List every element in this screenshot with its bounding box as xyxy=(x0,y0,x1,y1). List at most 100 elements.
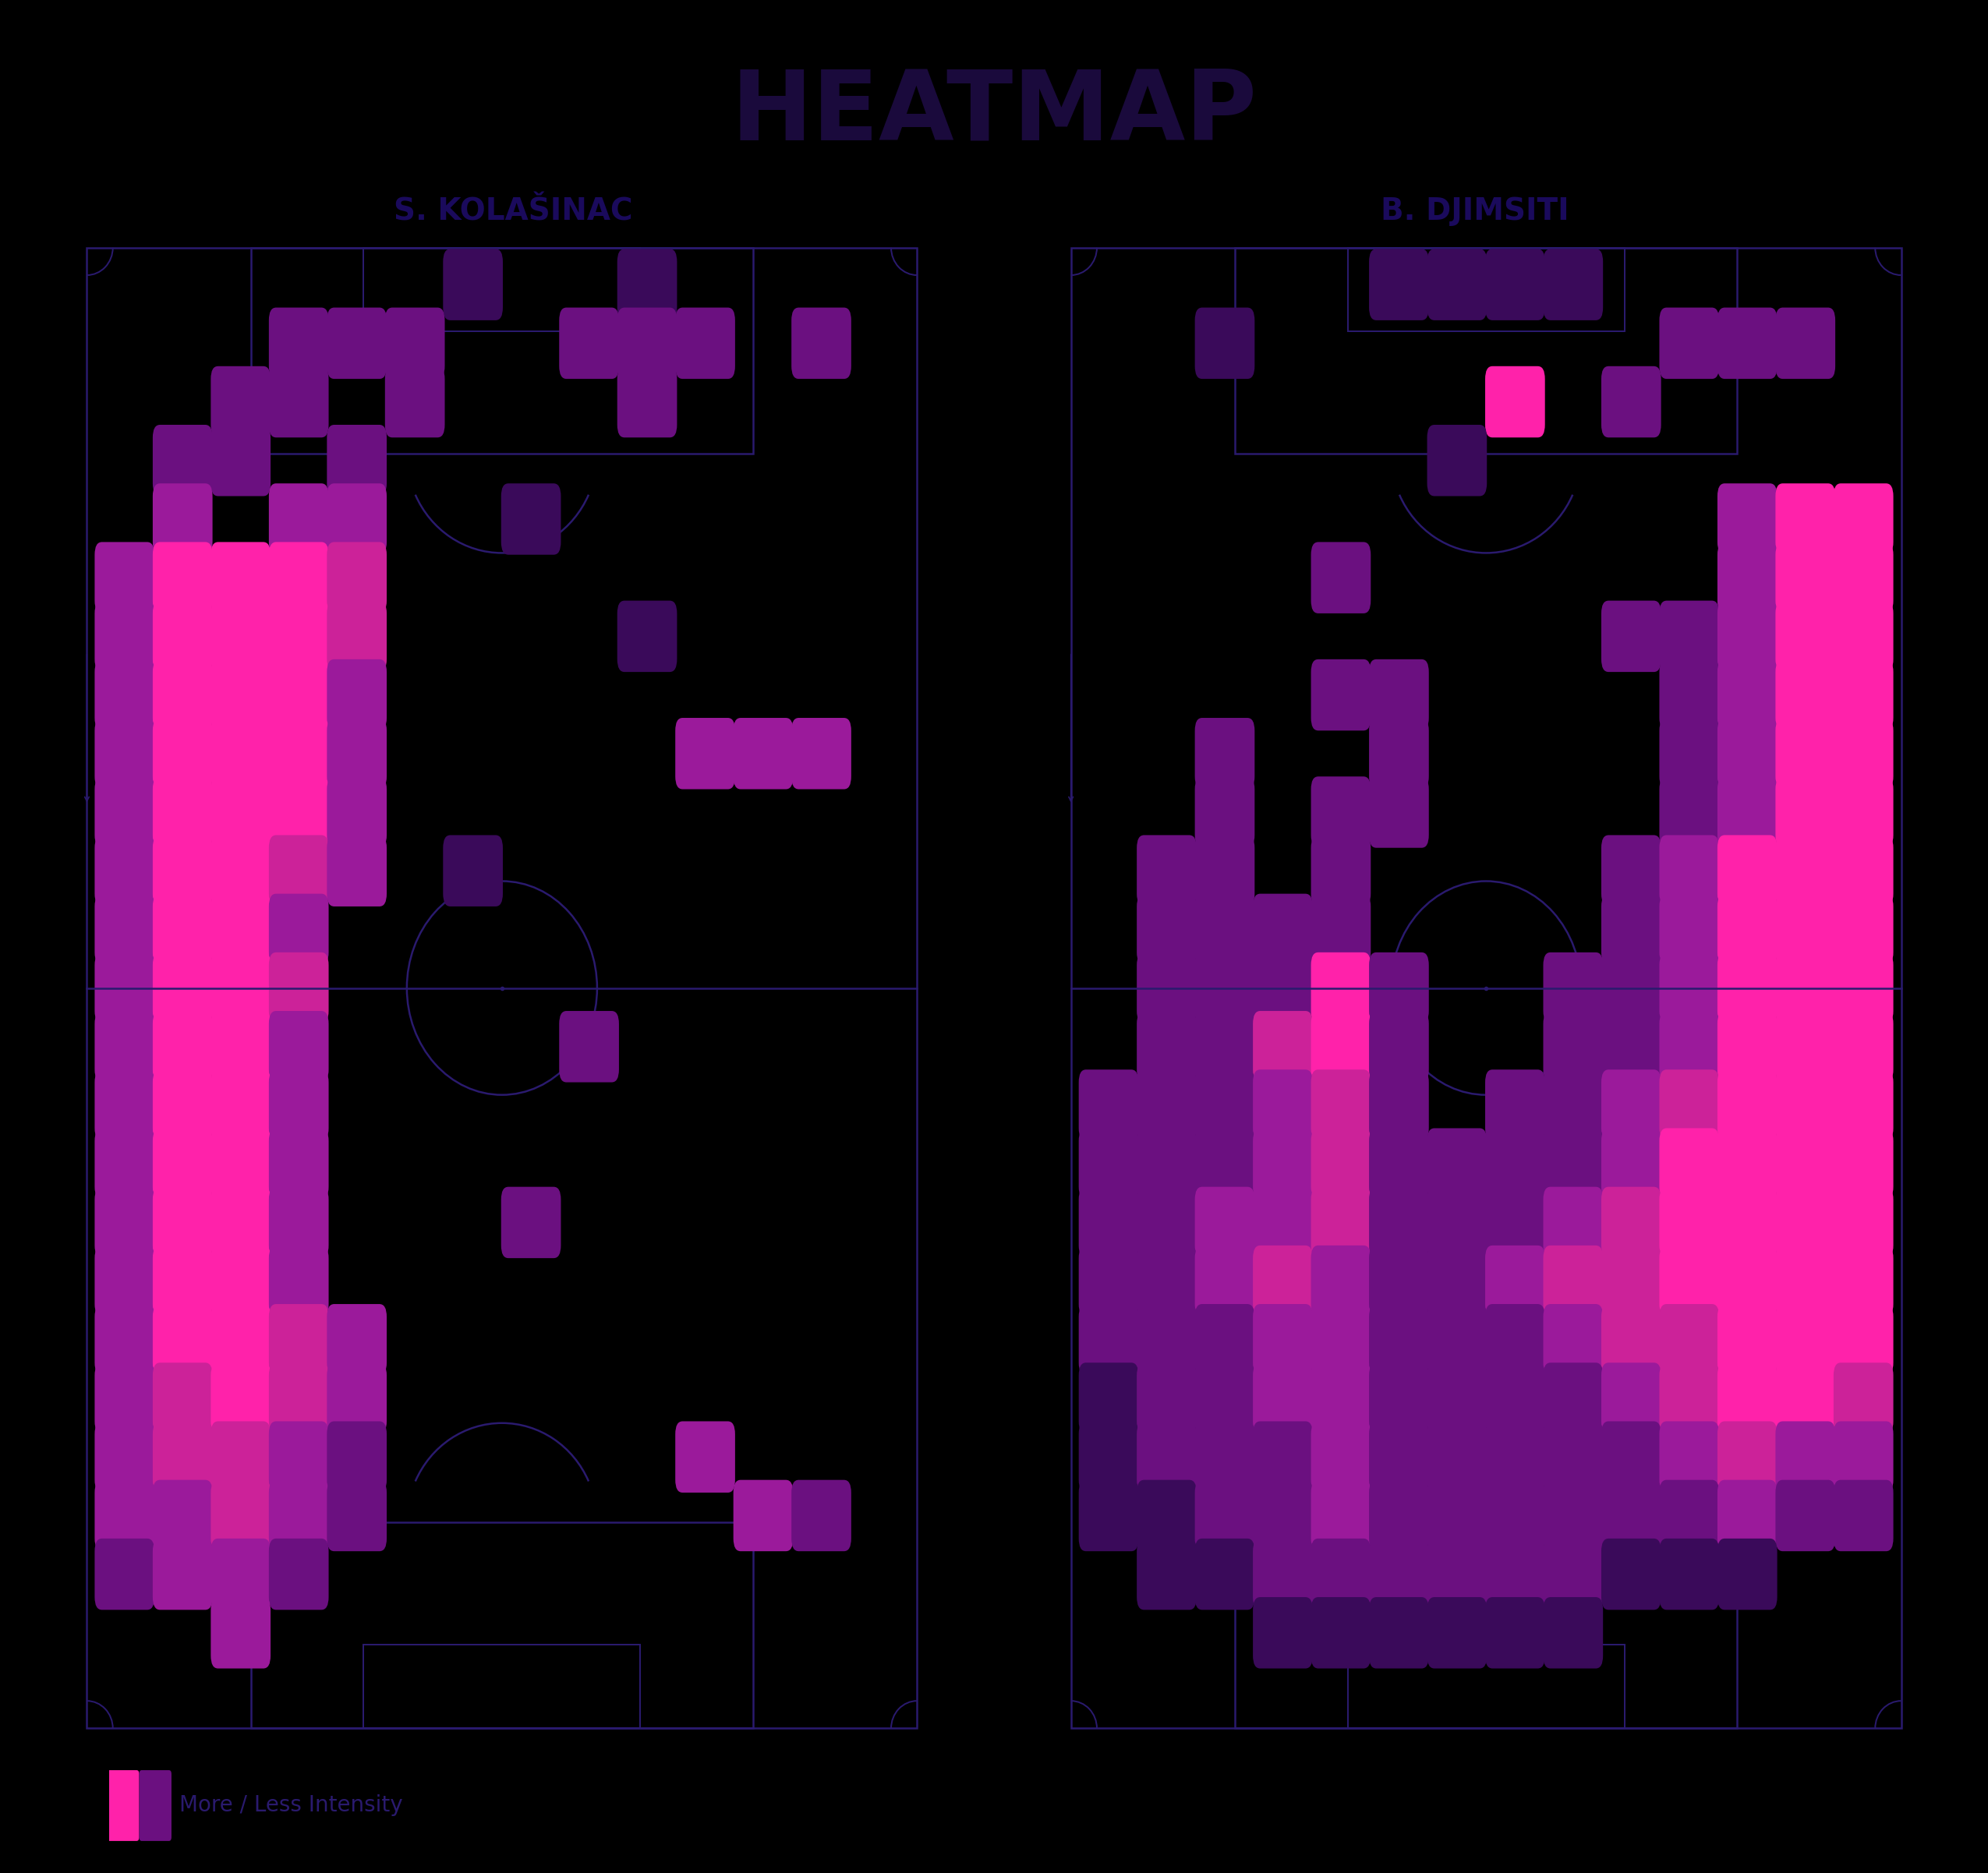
FancyBboxPatch shape xyxy=(1195,1011,1254,1083)
FancyBboxPatch shape xyxy=(95,1304,155,1375)
FancyBboxPatch shape xyxy=(95,777,155,848)
FancyBboxPatch shape xyxy=(1137,1422,1197,1493)
FancyBboxPatch shape xyxy=(1370,777,1429,848)
FancyBboxPatch shape xyxy=(1775,1187,1835,1259)
FancyBboxPatch shape xyxy=(1660,1480,1720,1551)
FancyBboxPatch shape xyxy=(1775,893,1835,965)
FancyBboxPatch shape xyxy=(1600,1364,1662,1435)
FancyBboxPatch shape xyxy=(1660,1538,1720,1611)
FancyBboxPatch shape xyxy=(501,483,561,554)
FancyBboxPatch shape xyxy=(95,1187,155,1259)
Bar xyxy=(1348,247,1624,332)
FancyBboxPatch shape xyxy=(1833,659,1893,730)
FancyBboxPatch shape xyxy=(1310,1069,1372,1141)
FancyBboxPatch shape xyxy=(791,717,851,789)
FancyBboxPatch shape xyxy=(791,1480,851,1551)
FancyBboxPatch shape xyxy=(139,1770,171,1841)
FancyBboxPatch shape xyxy=(268,951,328,1025)
FancyBboxPatch shape xyxy=(1310,1246,1372,1317)
FancyBboxPatch shape xyxy=(1718,1128,1777,1199)
FancyBboxPatch shape xyxy=(676,307,736,378)
FancyBboxPatch shape xyxy=(1137,1187,1197,1259)
FancyBboxPatch shape xyxy=(95,601,155,672)
FancyBboxPatch shape xyxy=(1600,951,1662,1025)
FancyBboxPatch shape xyxy=(268,1246,328,1317)
FancyBboxPatch shape xyxy=(153,893,213,965)
FancyBboxPatch shape xyxy=(211,1538,270,1611)
FancyBboxPatch shape xyxy=(1252,893,1312,965)
FancyBboxPatch shape xyxy=(1310,835,1372,907)
FancyBboxPatch shape xyxy=(153,1480,213,1551)
FancyBboxPatch shape xyxy=(211,1246,270,1317)
FancyBboxPatch shape xyxy=(1427,1422,1487,1493)
FancyBboxPatch shape xyxy=(1370,659,1429,730)
FancyBboxPatch shape xyxy=(1310,777,1372,848)
FancyBboxPatch shape xyxy=(1660,1304,1720,1375)
FancyBboxPatch shape xyxy=(1775,1480,1835,1551)
FancyBboxPatch shape xyxy=(1775,835,1835,907)
FancyBboxPatch shape xyxy=(268,835,328,907)
FancyBboxPatch shape xyxy=(1310,951,1372,1025)
FancyBboxPatch shape xyxy=(153,777,213,848)
FancyBboxPatch shape xyxy=(1660,1364,1720,1435)
FancyBboxPatch shape xyxy=(153,1187,213,1259)
FancyBboxPatch shape xyxy=(153,1304,213,1375)
FancyBboxPatch shape xyxy=(1310,1598,1372,1669)
FancyBboxPatch shape xyxy=(1427,249,1487,320)
FancyBboxPatch shape xyxy=(1775,777,1835,848)
FancyBboxPatch shape xyxy=(1775,1364,1835,1435)
FancyBboxPatch shape xyxy=(1427,1538,1487,1611)
FancyBboxPatch shape xyxy=(386,365,445,438)
FancyBboxPatch shape xyxy=(153,951,213,1025)
FancyBboxPatch shape xyxy=(1252,1011,1312,1083)
FancyBboxPatch shape xyxy=(386,307,445,378)
FancyBboxPatch shape xyxy=(1833,1011,1893,1083)
FancyBboxPatch shape xyxy=(1137,951,1197,1025)
FancyBboxPatch shape xyxy=(1833,951,1893,1025)
FancyBboxPatch shape xyxy=(1718,1246,1777,1317)
FancyBboxPatch shape xyxy=(1660,893,1720,965)
FancyBboxPatch shape xyxy=(1137,1011,1197,1083)
FancyBboxPatch shape xyxy=(1310,1011,1372,1083)
FancyBboxPatch shape xyxy=(1775,659,1835,730)
FancyBboxPatch shape xyxy=(153,601,213,672)
FancyBboxPatch shape xyxy=(153,1422,213,1493)
FancyBboxPatch shape xyxy=(1079,1128,1139,1199)
FancyBboxPatch shape xyxy=(1660,307,1720,378)
FancyBboxPatch shape xyxy=(153,1364,213,1435)
FancyBboxPatch shape xyxy=(1137,1304,1197,1375)
FancyBboxPatch shape xyxy=(326,1480,388,1551)
FancyBboxPatch shape xyxy=(107,1770,139,1841)
FancyBboxPatch shape xyxy=(95,951,155,1025)
FancyBboxPatch shape xyxy=(1543,951,1602,1025)
FancyBboxPatch shape xyxy=(1195,1364,1254,1435)
FancyBboxPatch shape xyxy=(1718,1480,1777,1551)
FancyBboxPatch shape xyxy=(1600,1069,1662,1141)
FancyBboxPatch shape xyxy=(1310,541,1372,612)
FancyBboxPatch shape xyxy=(1543,1011,1602,1083)
FancyBboxPatch shape xyxy=(268,717,328,789)
FancyBboxPatch shape xyxy=(616,307,678,378)
FancyBboxPatch shape xyxy=(1252,1069,1312,1141)
FancyBboxPatch shape xyxy=(211,1598,270,1669)
FancyBboxPatch shape xyxy=(211,777,270,848)
FancyBboxPatch shape xyxy=(211,425,270,496)
Text: S. KOLAŠINAC: S. KOLAŠINAC xyxy=(394,197,632,227)
FancyBboxPatch shape xyxy=(211,951,270,1025)
FancyBboxPatch shape xyxy=(1718,1422,1777,1493)
FancyBboxPatch shape xyxy=(326,1422,388,1493)
FancyBboxPatch shape xyxy=(1660,601,1720,672)
FancyBboxPatch shape xyxy=(1370,1187,1429,1259)
FancyBboxPatch shape xyxy=(153,1246,213,1317)
FancyBboxPatch shape xyxy=(791,307,851,378)
FancyBboxPatch shape xyxy=(1195,1304,1254,1375)
FancyBboxPatch shape xyxy=(211,893,270,965)
FancyBboxPatch shape xyxy=(1079,1069,1139,1141)
FancyBboxPatch shape xyxy=(211,1422,270,1493)
FancyBboxPatch shape xyxy=(211,1069,270,1141)
FancyBboxPatch shape xyxy=(1370,1304,1429,1375)
FancyBboxPatch shape xyxy=(153,1538,213,1611)
FancyBboxPatch shape xyxy=(1310,1364,1372,1435)
FancyBboxPatch shape xyxy=(1660,1187,1720,1259)
FancyBboxPatch shape xyxy=(153,835,213,907)
